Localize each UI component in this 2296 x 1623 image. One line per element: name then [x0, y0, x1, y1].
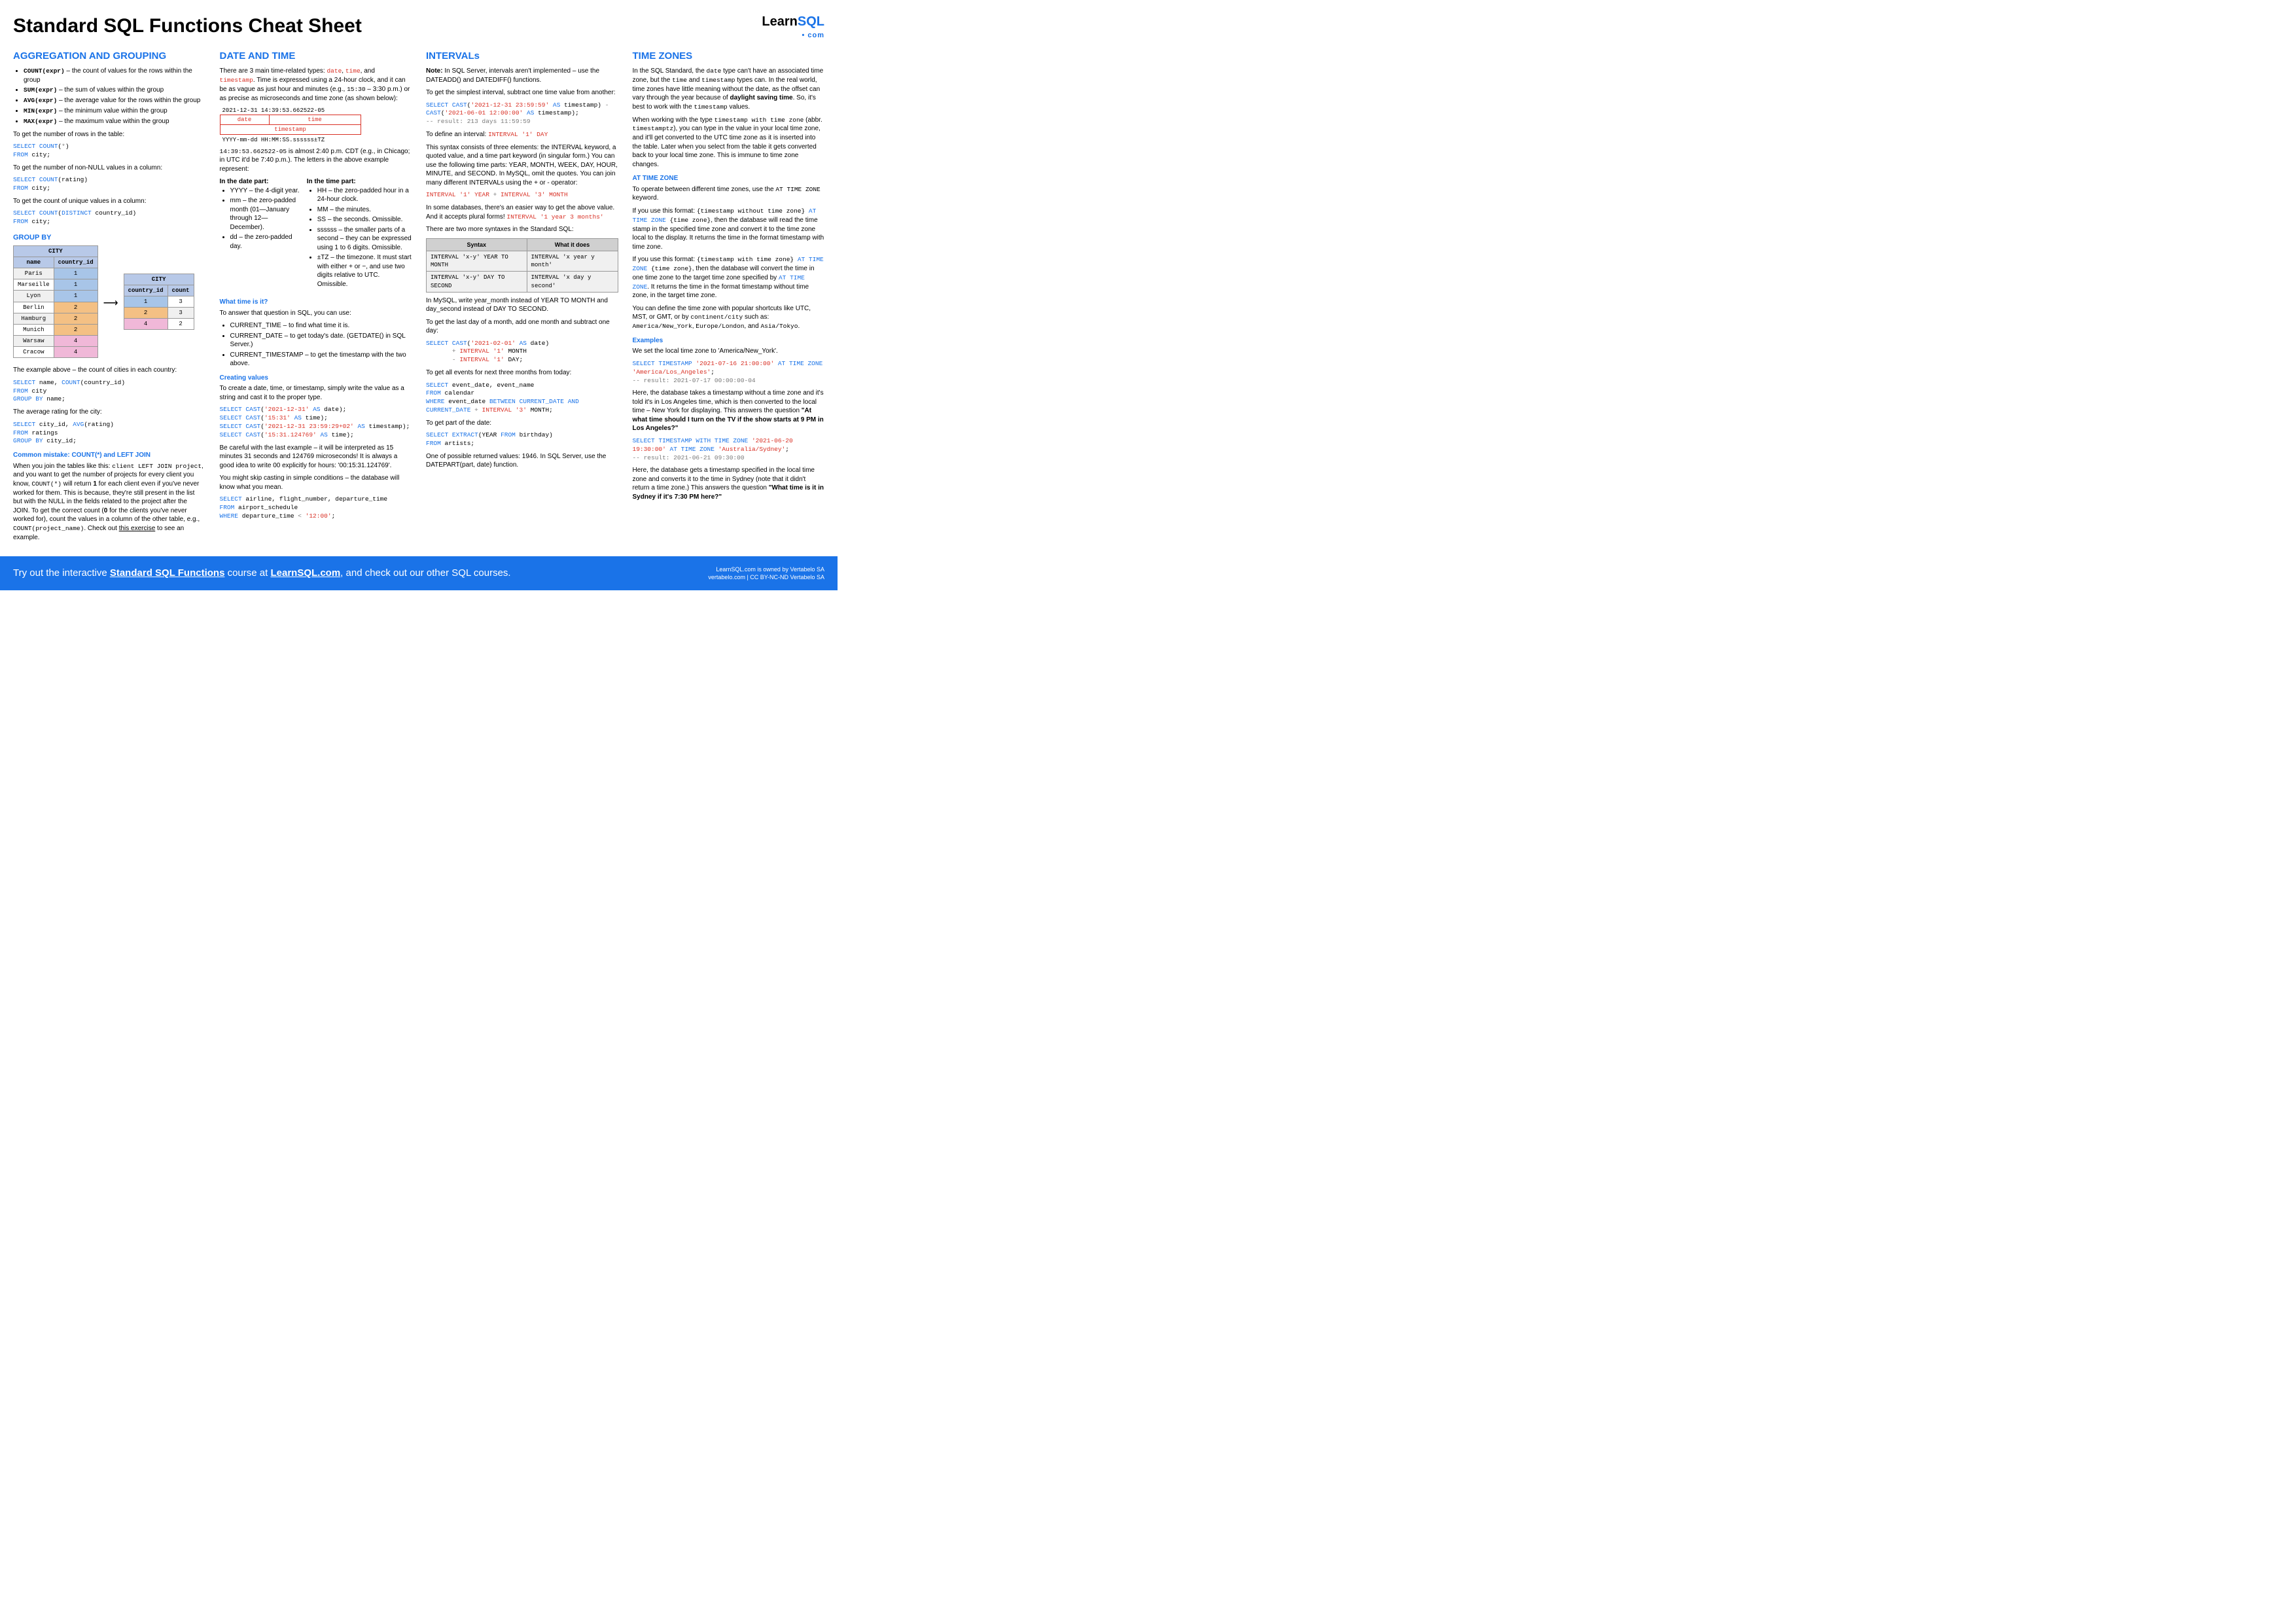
code-block: SELECT TIMESTAMP '2021-07-16 21:00:00' A… — [633, 360, 825, 385]
para: Note: In SQL Server, intervals aren't im… — [426, 67, 618, 84]
para: We set the local time zone to 'America/N… — [633, 347, 825, 356]
para: To get the simplest interval, subtract o… — [426, 88, 618, 98]
para: When working with the type timestamp wit… — [633, 116, 825, 169]
para: The average rating for the city: — [13, 408, 205, 417]
page-title: Standard SQL Functions Cheat Sheet — [13, 13, 362, 40]
list-item: CURRENT_DATE – to get today's date. (GET… — [230, 332, 412, 349]
logo: LearnSQL • com — [762, 13, 824, 41]
h4-examples: Examples — [633, 336, 825, 346]
arrow-icon: ⟶ — [103, 296, 118, 311]
list-item: MM – the minutes. — [317, 205, 412, 215]
agg-fn-list: COUNT(expr) – the count of values for th… — [13, 67, 205, 126]
para: One of possible returned values: 1946. I… — [426, 452, 618, 470]
code-block: SELECT TIMESTAMP WITH TIME ZONE '2021-06… — [633, 437, 825, 462]
time-part-list: In the time part: HH – the zero-padded h… — [307, 177, 412, 293]
h4-mistake: Common mistake: COUNT(*) and LEFT JOIN — [13, 451, 205, 460]
grouped-table: CITY country_idcount 13 23 42 — [124, 274, 194, 330]
exercise-link[interactable]: this exercise — [119, 525, 156, 532]
para: There are 3 main time-related types: dat… — [220, 67, 412, 103]
para: In MySQL, write year_month instead of YE… — [426, 296, 618, 314]
list-item: SUM(expr) – the sum of values within the… — [24, 86, 205, 95]
para: To get all events for next three months … — [426, 368, 618, 378]
para: In some databases, there's an easier way… — [426, 204, 618, 221]
code-block: SELECT airline, flight_number, departure… — [220, 495, 412, 520]
list-item: dd – the zero-padded day. — [230, 233, 300, 251]
city-table: CITY namecountry_id Paris1 Marseille1 Ly… — [13, 245, 98, 358]
list-item: HH – the zero-padded hour in a 24-hour c… — [317, 187, 412, 204]
para: The example above – the count of cities … — [13, 366, 205, 375]
code-block: SELECT CAST('2021-12-31' AS date); SELEC… — [220, 406, 412, 439]
list-item: ssssss – the smaller parts of a second –… — [317, 226, 412, 253]
para: You can define the time zone with popula… — [633, 304, 825, 331]
logo-learn: Learn — [762, 14, 797, 29]
date-part-list: In the date part: YYYY – the 4-digit yea… — [220, 177, 300, 293]
list-item: COUNT(expr) – the count of values for th… — [24, 67, 205, 84]
h2-timezones: TIME ZONES — [633, 50, 825, 63]
para: Here, the database gets a timestamp spec… — [633, 466, 825, 501]
para: To get the number of rows in the table: — [13, 130, 205, 139]
list-item: MIN(expr) – the minimum value within the… — [24, 107, 205, 116]
para: You might skip casting in simple conditi… — [220, 474, 412, 491]
code-block: SELECT COUNT(*) FROM city; — [13, 143, 205, 160]
para: This syntax consists of three elements: … — [426, 143, 618, 188]
para: To answer that question in SQL, you can … — [220, 309, 412, 318]
para: To get the last day of a month, add one … — [426, 318, 618, 336]
code-block: SELECT name, COUNT(country_id) FROM city… — [13, 379, 205, 404]
col-intervals: INTERVALs Note: In SQL Server, intervals… — [426, 50, 618, 546]
para: In the SQL Standard, the date type can't… — [633, 67, 825, 111]
table-caption: CITY — [13, 245, 98, 257]
list-item: AVG(expr) – the average value for the ro… — [24, 96, 205, 105]
timestamp-diagram: 2021-12-31 14:39:53.662522-05 date time … — [220, 107, 412, 145]
para: Be careful with the last example – it wi… — [220, 444, 412, 471]
h4-whattime: What time is it? — [220, 298, 412, 307]
para: To get the count of unique values in a c… — [13, 197, 205, 206]
course-link[interactable]: Standard SQL Functions — [110, 567, 225, 579]
code-block: SELECT city_id, AVG(rating) FROM ratings… — [13, 421, 205, 446]
para: If you use this format: {timestamp witho… — [633, 207, 825, 251]
list-item: MAX(expr) – the maximum value within the… — [24, 117, 205, 126]
list-item: ±TZ – the timezone. It must start with e… — [317, 253, 412, 289]
para: If you use this format: {timestamp with … — [633, 255, 825, 300]
para: There are two more syntaxes in the Stand… — [426, 225, 618, 234]
footer-left: Try out the interactive Standard SQL Fun… — [13, 567, 511, 580]
code-block: SELECT CAST('2021-02-01' AS date) + INTE… — [426, 340, 618, 365]
para: To operate between different time zones,… — [633, 185, 825, 203]
code-block: SELECT EXTRACT(YEAR FROM birthday) FROM … — [426, 431, 618, 448]
para: To get part of the date: — [426, 419, 618, 428]
code-block: INTERVAL '1' YEAR + INTERVAL '3' MONTH — [426, 191, 618, 200]
col-aggregation: AGGREGATION AND GROUPING COUNT(expr) – t… — [13, 50, 205, 546]
para: Here, the database takes a timestamp wit… — [633, 389, 825, 433]
list-item: CURRENT_TIMESTAMP – to get the timestamp… — [230, 351, 412, 368]
table-caption: CITY — [124, 274, 194, 285]
page-footer: Try out the interactive Standard SQL Fun… — [0, 556, 838, 590]
groupby-diagram: CITY namecountry_id Paris1 Marseille1 Ly… — [13, 245, 205, 362]
logo-dotcom: • com — [762, 31, 824, 41]
h2-intervals: INTERVALs — [426, 50, 618, 63]
code-block: SELECT COUNT(DISTINCT country_id) FROM c… — [13, 209, 205, 226]
para: To get the number of non-NULL values in … — [13, 164, 205, 173]
h4-creating: Creating values — [220, 374, 412, 383]
syntax-table: SyntaxWhat it does INTERVAL 'x-y' YEAR T… — [426, 238, 618, 293]
para: When you join the tables like this: clie… — [13, 462, 205, 542]
para: To create a date, time, or timestamp, si… — [220, 384, 412, 402]
list-item: SS – the seconds. Omissible. — [317, 215, 412, 224]
col-datetime: DATE AND TIME There are 3 main time-rela… — [220, 50, 412, 546]
code-block: SELECT CAST('2021-12-31 23:59:59' AS tim… — [426, 101, 618, 126]
footer-right: LearnSQL.com is owned by Vertabelo SA ve… — [708, 565, 824, 581]
list-item: CURRENT_TIME – to find what time it is. — [230, 321, 412, 330]
h2-aggregation: AGGREGATION AND GROUPING — [13, 50, 205, 63]
col-timezones: TIME ZONES In the SQL Standard, the date… — [633, 50, 825, 546]
page-header: Standard SQL Functions Cheat Sheet Learn… — [13, 13, 824, 41]
para: To define an interval: INTERVAL '1' DAY — [426, 130, 618, 139]
logo-sql: SQL — [798, 14, 824, 29]
code-block: SELECT event_date, event_name FROM calen… — [426, 382, 618, 415]
code-block: SELECT COUNT(rating) FROM city; — [13, 176, 205, 193]
h2-datetime: DATE AND TIME — [220, 50, 412, 63]
h3-groupby: GROUP BY — [13, 233, 205, 243]
h4-attz: AT TIME ZONE — [633, 174, 825, 183]
site-link[interactable]: LearnSQL.com — [270, 567, 340, 579]
para: 14:39:53.662522-05 is almost 2:40 p.m. C… — [220, 147, 412, 174]
list-item: YYYY – the 4-digit year. — [230, 187, 300, 196]
list-item: mm – the zero-padded month (01—January t… — [230, 196, 300, 232]
